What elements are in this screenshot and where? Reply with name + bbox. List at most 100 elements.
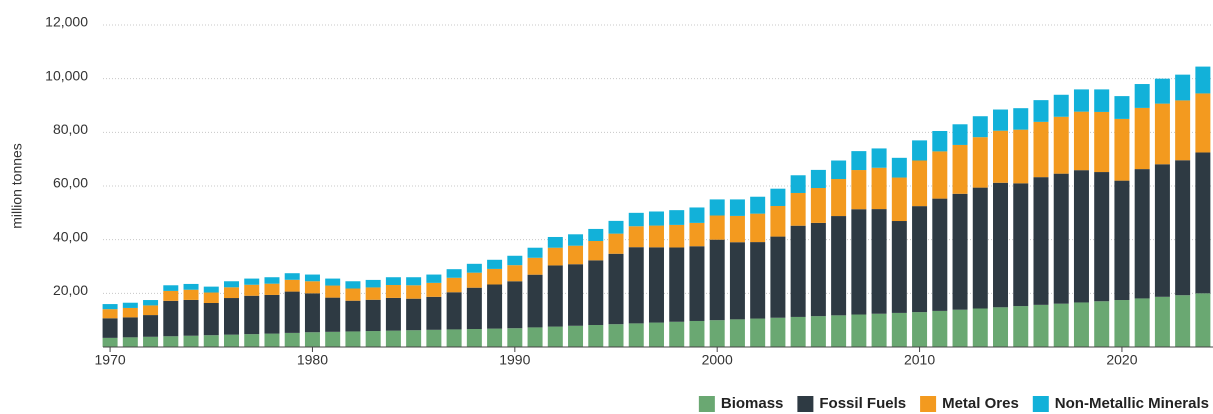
bar-segment (891, 157, 907, 178)
bar-segment (406, 298, 422, 331)
bar-segment (284, 291, 300, 333)
bar-segment (203, 335, 219, 347)
bar-segment (729, 242, 745, 320)
bar-segment (1033, 177, 1049, 305)
bar-segment (689, 246, 705, 321)
legend-swatch (698, 396, 715, 412)
bar-segment (264, 277, 280, 284)
y-tick-label: 80,00 (53, 121, 88, 137)
bar-segment (851, 314, 867, 347)
bar-segment (487, 328, 503, 347)
bar-segment (446, 292, 462, 330)
bar-segment (547, 265, 563, 327)
bar-segment (1154, 164, 1170, 297)
bar-segment (527, 274, 543, 328)
bar-segment (183, 299, 199, 336)
bar-segment (466, 329, 482, 347)
bar-segment (993, 130, 1009, 183)
bar-segment (628, 226, 644, 248)
bar-segment (264, 294, 280, 334)
bar-segment (871, 148, 887, 168)
bar-segment (507, 328, 523, 347)
bar-segment (932, 310, 948, 347)
bar-segment (1114, 118, 1130, 181)
bar-segment (810, 316, 826, 347)
bar-segment (122, 317, 138, 338)
bar-segment (1195, 152, 1211, 294)
bar-segment (709, 320, 725, 347)
bar-segment (203, 286, 219, 293)
bar-segment (547, 236, 563, 248)
bar-segment (1053, 94, 1069, 117)
bar-segment (770, 188, 786, 206)
bar-segment (770, 205, 786, 237)
bar-segment (729, 199, 745, 216)
bar-segment (729, 319, 745, 347)
bar-segment (1033, 304, 1049, 347)
bar-segment (426, 282, 442, 297)
bar-segment (669, 224, 685, 248)
bar-segment (163, 300, 179, 337)
bar-segment (1094, 172, 1110, 302)
bar-segment (466, 272, 482, 288)
bar-segment (507, 265, 523, 282)
bar-segment (628, 247, 644, 324)
bar-segment (669, 247, 685, 322)
bar-segment (1154, 296, 1170, 347)
x-tick-label: 1980 (297, 352, 328, 368)
bar-segment (1195, 293, 1211, 347)
bar-segment (507, 255, 523, 266)
bar-segment (1073, 89, 1089, 112)
bar-segment (1053, 303, 1069, 347)
y-tick-label: 40,00 (53, 228, 88, 244)
y-tick-label: 12,000 (45, 14, 88, 30)
bar-segment (102, 318, 118, 338)
bar-segment (325, 278, 341, 286)
bar-segment (952, 309, 968, 347)
bar-segment (1134, 169, 1150, 299)
bar-segment (345, 281, 361, 289)
bar-segment (446, 269, 462, 278)
bar-segment (891, 312, 907, 347)
bar-segment (1033, 100, 1049, 122)
bar-segment (972, 308, 988, 347)
bar-segment (1013, 129, 1029, 184)
bar-segment (1114, 180, 1130, 301)
legend-label: Non-Metallic Minerals (1055, 395, 1209, 412)
bar-segment (385, 330, 401, 347)
bar-segment (993, 182, 1009, 308)
bar-segment (932, 198, 948, 311)
bar-segment (912, 160, 928, 207)
bar-segment (628, 323, 644, 347)
bar-segment (345, 300, 361, 332)
bar-segment (1114, 96, 1130, 119)
bar-segment (709, 199, 725, 216)
bar-segment (345, 288, 361, 301)
bar-segment (163, 290, 179, 301)
bar-segment (810, 188, 826, 223)
bar-segment (912, 140, 928, 161)
bar-segment (487, 259, 503, 269)
bar-segment (932, 151, 948, 199)
bar-segment (1094, 301, 1110, 347)
y-tick-label: 10,000 (45, 67, 88, 83)
bar-segment (750, 213, 766, 243)
bar-segment (284, 332, 300, 347)
bar-segment (1094, 111, 1110, 173)
bar-segment (568, 264, 584, 326)
bar-segment (1013, 306, 1029, 347)
bar-segment (284, 273, 300, 280)
bar-segment (770, 317, 786, 347)
bar-segment (790, 192, 806, 226)
bar-segment (1073, 111, 1089, 171)
bar-segment (568, 245, 584, 265)
bar-segment (851, 151, 867, 171)
bar-segment (669, 321, 685, 347)
bar-segment (891, 221, 907, 313)
bar-segment (709, 239, 725, 321)
bar-segment (1175, 160, 1191, 296)
bar-segment (365, 287, 381, 300)
bar-segment (648, 225, 664, 248)
bar-segment (972, 137, 988, 188)
